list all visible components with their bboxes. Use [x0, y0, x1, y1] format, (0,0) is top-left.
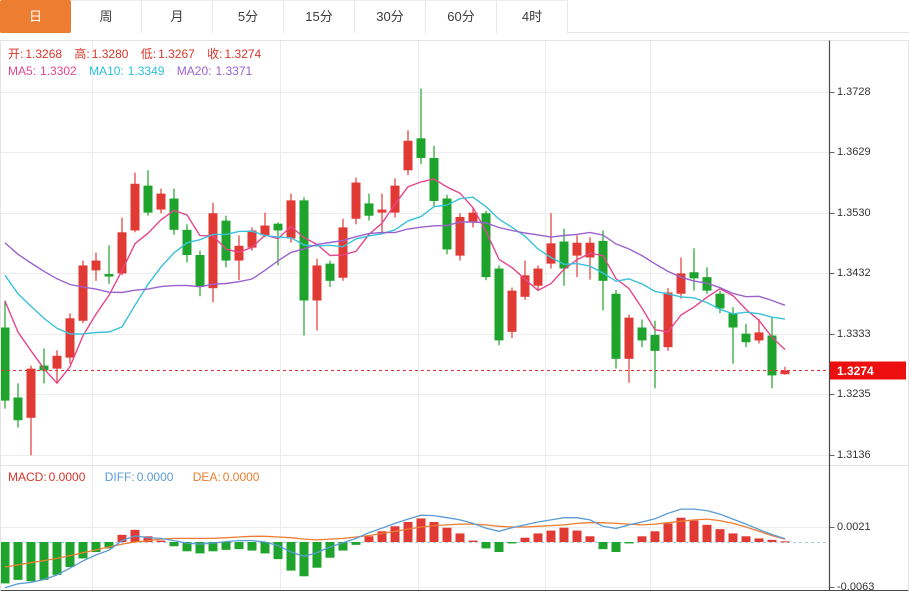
- ma5-line: [4, 178, 786, 385]
- axis-label: 1.3530: [837, 206, 871, 219]
- panel-borders: [0, 40, 909, 591]
- ohlc-close: 收: 1.3274: [207, 47, 262, 61]
- candlesticks: [0, 88, 790, 456]
- current-price-tag: 1.3274: [830, 361, 906, 380]
- tab-60min[interactable]: 60分: [426, 0, 497, 33]
- tab-4hour[interactable]: 4时: [497, 0, 568, 33]
- ma20-line: [4, 221, 786, 306]
- ohlc-low: 低: 1.3267: [140, 47, 195, 61]
- axis-label: 1.3136: [837, 448, 871, 461]
- tab-15min[interactable]: 15分: [284, 0, 355, 33]
- ohlc-readout: 开: 1.3268 高: 1.3280 低: 1.3267 收: 1.3274: [8, 45, 270, 62]
- tab-week[interactable]: 周: [71, 0, 142, 33]
- tab-5min[interactable]: 5分: [213, 0, 284, 33]
- ma20-value: MA20: 1.3371: [176, 64, 253, 78]
- axis-label: 0.0021: [837, 520, 871, 533]
- timeframe-tabs: 日 周 月 5分 15分 30分 60分 4时: [0, 0, 909, 33]
- macd-readout: MACD: 0.0000 DIFF: 0.0000 DEA: 0.0000: [8, 470, 275, 484]
- ma10-value: MA10: 1.3349: [89, 64, 165, 78]
- axis-label: 1.3235: [837, 387, 871, 400]
- ma-readout: MA5: 1.3302 MA10: 1.3349 MA20: 1.3371: [8, 64, 261, 78]
- tab-30min[interactable]: 30分: [355, 0, 426, 33]
- dea-value: DEA: 0.0000: [192, 470, 260, 484]
- diff-line: [4, 508, 786, 589]
- axis-label: 1.3432: [837, 266, 871, 279]
- svg-text:1.3274: 1.3274: [837, 364, 874, 378]
- axis-label: 1.3629: [837, 145, 871, 158]
- axis-label: -0.0063: [837, 580, 875, 593]
- diff-value: DIFF: 0.0000: [104, 470, 174, 484]
- ma5-value: MA5: 1.3302: [8, 64, 77, 78]
- macd-value: MACD: 0.0000: [8, 470, 86, 484]
- tab-month[interactable]: 月: [142, 0, 213, 33]
- ohlc-open: 开: 1.3268: [8, 47, 63, 61]
- axis-label: 1.3728: [837, 85, 871, 98]
- tab-day[interactable]: 日: [0, 0, 71, 33]
- ma10-line: [4, 196, 786, 335]
- gridlines: [1, 40, 830, 591]
- dea-line: [4, 518, 786, 568]
- axis-label: 1.3333: [837, 327, 871, 340]
- ohlc-high: 高: 1.3280: [74, 47, 129, 61]
